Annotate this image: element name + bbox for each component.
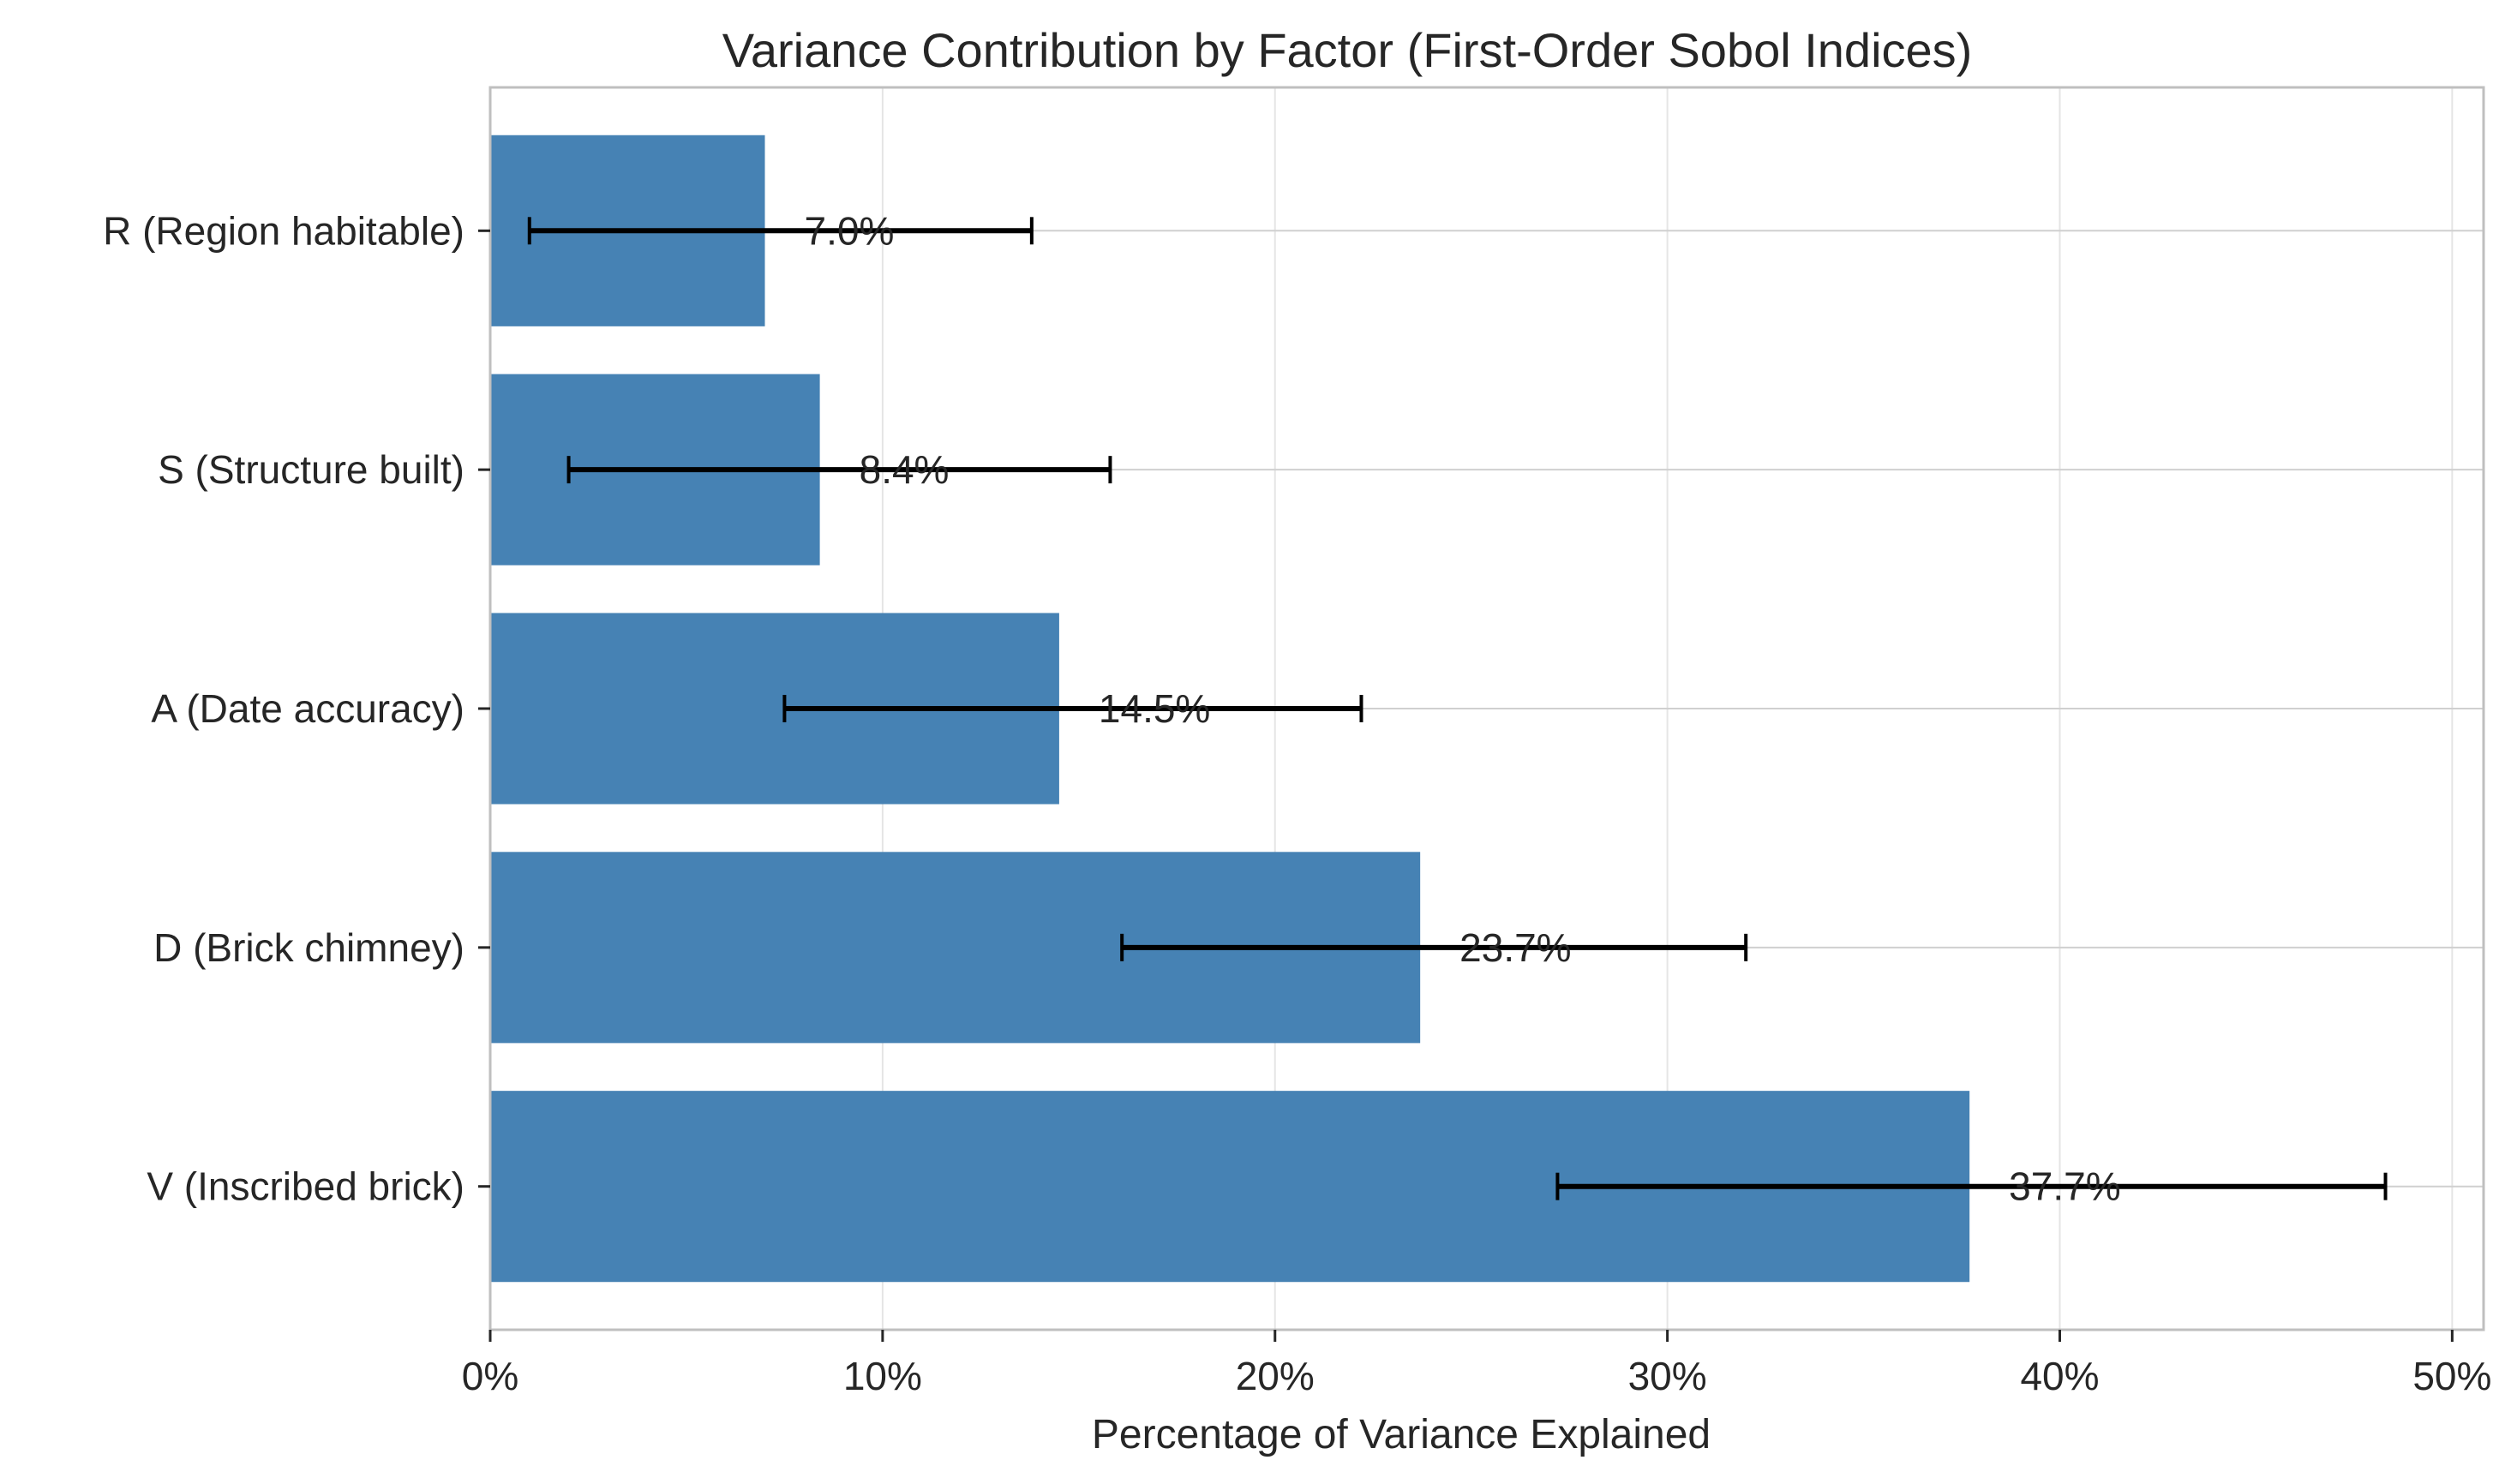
data-label-4: 7.0%: [805, 208, 895, 253]
error-bar-2: [782, 695, 1363, 722]
error-bar-1: [1120, 933, 1748, 961]
error-bars: [527, 217, 2388, 1200]
x-tick-label-1: 10%: [843, 1354, 922, 1398]
x-tick-label-0: 0%: [462, 1354, 518, 1398]
error-bar-3: [566, 456, 1112, 484]
x-axis-label: Percentage of Variance Explained: [1092, 1412, 1711, 1457]
data-label-2: 14.5%: [1099, 686, 1210, 731]
chart-title: Variance Contribution by Factor (First-O…: [722, 23, 1973, 77]
error-bar-0: [1555, 1172, 2388, 1200]
x-tick-label-2: 20%: [1236, 1354, 1315, 1398]
error-bar-4: [527, 217, 1034, 245]
data-label-1: 23.7%: [1459, 925, 1571, 970]
y-axis-ticks: V (Inscribed brick) D (Brick chimney) A (D…: [103, 208, 490, 1209]
y-tick-label-4: R (Region habitable): [103, 208, 464, 253]
x-tick-label-4: 40%: [2020, 1354, 2099, 1398]
data-label-3: 8.4%: [860, 447, 950, 492]
data-label-0: 37.7%: [2009, 1164, 2120, 1209]
data-labels: 37.7% 23.7% 14.5% 8.4% 7.0%: [805, 208, 2121, 1208]
x-tick-label-5: 50%: [2412, 1354, 2491, 1398]
y-tick-label-3: S (Structure built): [158, 447, 464, 492]
y-tick-label-1: D (Brick chimney): [153, 925, 464, 970]
x-axis-ticks: 0% 10% 20% 30% 40% 50%: [462, 1330, 2491, 1398]
y-tick-label-0: V (Inscribed brick): [147, 1164, 464, 1209]
x-tick-label-3: 30%: [1628, 1354, 1707, 1398]
y-tick-label-2: A (Date accuracy): [151, 686, 464, 731]
